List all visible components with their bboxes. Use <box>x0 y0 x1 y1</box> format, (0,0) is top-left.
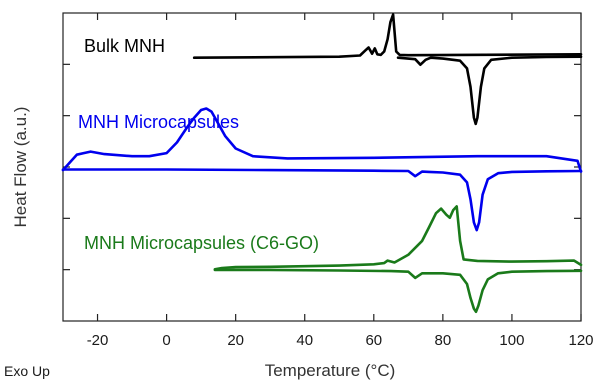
x-tick-label: 60 <box>365 332 382 349</box>
series <box>61 13 583 314</box>
ticks: -20 0 20 40 60 80 100 120 <box>63 13 594 349</box>
series-label-mnh-microcapsules-c6-go: MNH Microcapsules (C6-GO) <box>84 233 319 253</box>
series-2-line-0 <box>213 205 583 271</box>
x-tick-label: 40 <box>296 332 313 349</box>
x-tick-label: 120 <box>568 332 593 349</box>
series-label-mnh-microcapsules: MNH Microcapsules <box>78 112 239 132</box>
x-tick-label: 20 <box>227 332 244 349</box>
series-2-line-1 <box>213 268 583 314</box>
series-0-line-0 <box>192 13 583 60</box>
x-tick-label: 80 <box>435 332 452 349</box>
series-label-bulk-mnh: Bulk MNH <box>84 36 165 56</box>
series-0-line-1 <box>396 55 583 126</box>
x-tick-label: -20 <box>87 332 109 349</box>
x-tick-label: 100 <box>499 332 524 349</box>
y-axis-title: Heat Flow (a.u.) <box>11 107 30 228</box>
exo-up-label: Exo Up <box>4 363 50 379</box>
series-1-line-1 <box>61 168 583 232</box>
x-tick-label: 0 <box>162 332 170 349</box>
x-axis-title: Temperature (°C) <box>265 361 396 380</box>
series-1-line-0 <box>61 107 583 173</box>
